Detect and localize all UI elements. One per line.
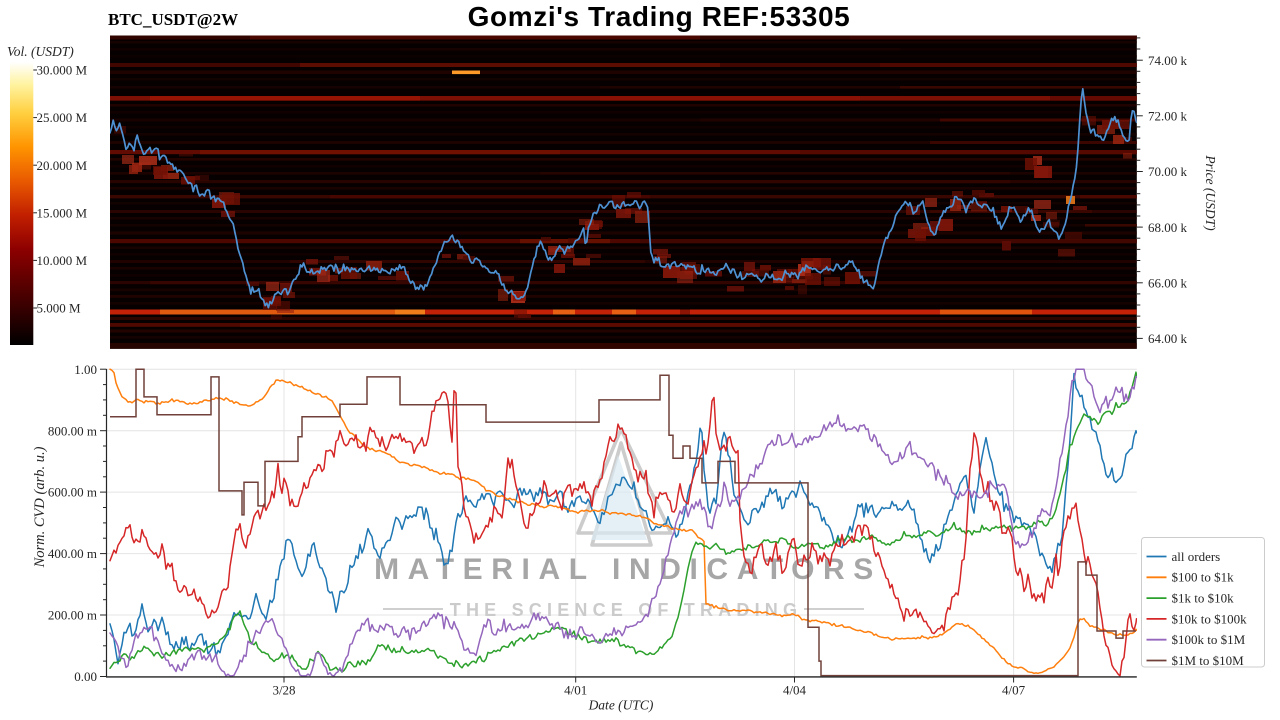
svg-text:$1k to $10k: $1k to $10k: [1172, 591, 1235, 606]
svg-text:66.00 k: 66.00 k: [1148, 275, 1188, 290]
svg-text:30.000 M: 30.000 M: [37, 63, 88, 78]
svg-text:600.00 m: 600.00 m: [48, 485, 97, 500]
svg-text:4/07: 4/07: [1002, 683, 1026, 698]
svg-text:Price (USDT): Price (USDT): [1203, 154, 1218, 231]
svg-text:74.00 k: 74.00 k: [1148, 53, 1188, 68]
svg-text:$1M to $10M: $1M to $10M: [1172, 653, 1245, 668]
svg-text:1.00: 1.00: [74, 362, 97, 377]
svg-text:BTC_USDT@2W: BTC_USDT@2W: [108, 10, 238, 29]
svg-text:Gomzi's Trading REF:53305: Gomzi's Trading REF:53305: [468, 1, 851, 32]
svg-text:$100k to $1M: $100k to $1M: [1172, 632, 1246, 647]
svg-text:$100 to $1k: $100 to $1k: [1172, 570, 1235, 585]
svg-text:0.00: 0.00: [74, 669, 97, 684]
svg-text:15.000 M: 15.000 M: [37, 205, 88, 220]
svg-text:10.000 M: 10.000 M: [37, 253, 88, 268]
svg-text:5.000 M: 5.000 M: [37, 301, 82, 316]
svg-text:4/04: 4/04: [783, 683, 807, 698]
svg-text:70.00 k: 70.00 k: [1148, 164, 1188, 179]
svg-text:25.000 M: 25.000 M: [37, 110, 88, 125]
svg-text:4/01: 4/01: [564, 683, 587, 698]
svg-text:200.00 m: 200.00 m: [48, 608, 97, 623]
svg-text:Norm. CVD (arb. u.): Norm. CVD (arb. u.): [32, 446, 48, 568]
svg-text:68.00 k: 68.00 k: [1148, 220, 1188, 235]
svg-text:Vol. (USDT): Vol. (USDT): [7, 44, 74, 59]
svg-text:all orders: all orders: [1172, 549, 1221, 564]
svg-text:20.000 M: 20.000 M: [37, 158, 88, 173]
svg-text:800.00 m: 800.00 m: [48, 423, 97, 438]
svg-text:3/28: 3/28: [272, 683, 295, 698]
svg-text:400.00 m: 400.00 m: [48, 546, 97, 561]
svg-text:72.00 k: 72.00 k: [1148, 109, 1188, 124]
svg-text:MATERIAL INDICATORS: MATERIAL INDICATORS: [374, 553, 882, 586]
svg-text:Date (UTC): Date (UTC): [588, 698, 654, 713]
svg-text:$10k to $100k: $10k to $100k: [1172, 611, 1248, 626]
svg-text:64.00 k: 64.00 k: [1148, 331, 1188, 346]
